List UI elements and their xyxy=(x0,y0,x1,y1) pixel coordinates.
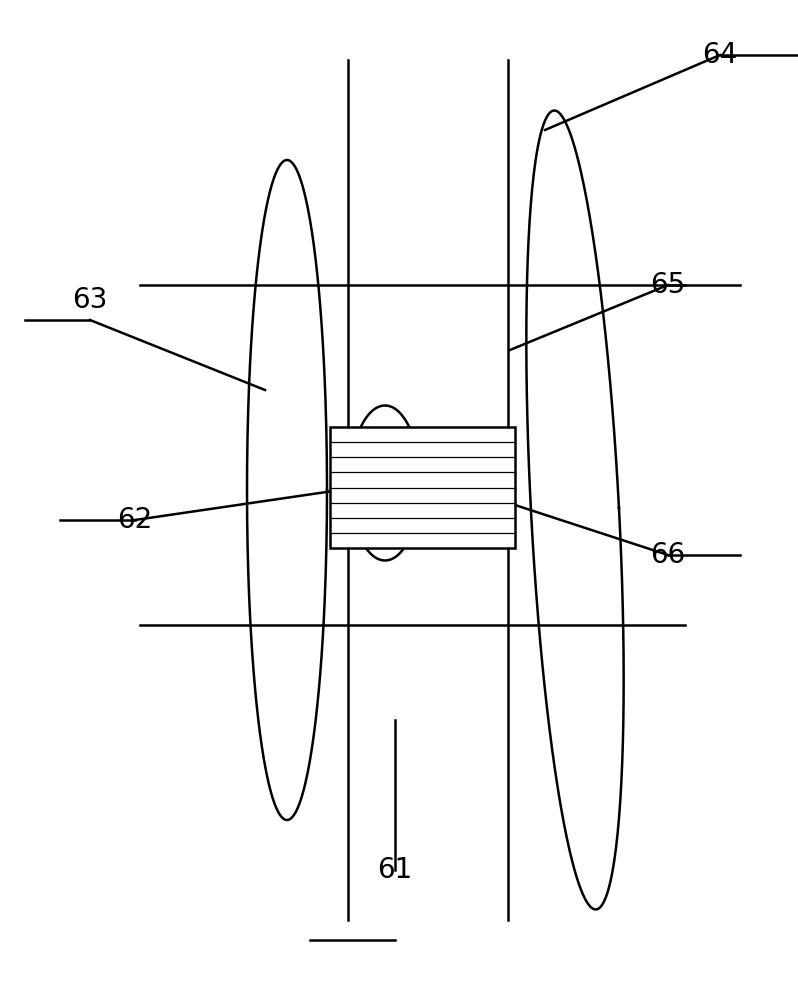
Bar xyxy=(330,427,515,548)
Text: 61: 61 xyxy=(377,856,413,884)
Text: 66: 66 xyxy=(650,541,685,569)
Text: 65: 65 xyxy=(650,271,685,299)
Text: 63: 63 xyxy=(73,286,108,314)
Text: 64: 64 xyxy=(702,41,737,69)
Text: 62: 62 xyxy=(117,506,152,534)
